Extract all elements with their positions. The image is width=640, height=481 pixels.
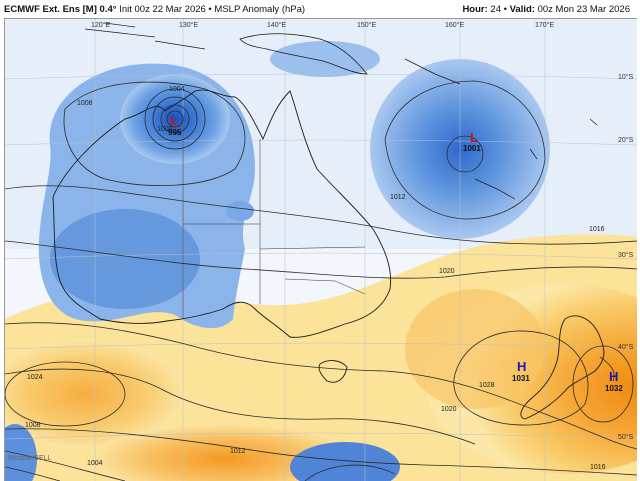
valid-value: 00z Mon 23 Mar 2026 (537, 4, 630, 15)
latitude-labels: 10°S 20°S 30°S 40°S 50°S (618, 73, 634, 441)
low-center-letter: L (470, 130, 478, 145)
weatherbell-logo: WeatherBELL (8, 455, 52, 462)
isobar-label: 1004 (87, 460, 103, 467)
southern-low-anomaly (290, 442, 400, 481)
valid-label: Valid: (509, 4, 535, 15)
isobar-label: 1020 (439, 268, 455, 275)
lon-label: 160°E (445, 21, 464, 29)
tasman-high-anomaly (405, 289, 545, 409)
lat-label: 30°S (618, 251, 634, 259)
lon-label: 130°E (179, 21, 198, 29)
chatham-outline (599, 356, 615, 382)
map-header: ECMWF Ext. Ens [M] 0.4° Init 00z 22 Mar … (0, 0, 640, 18)
isobar-label: 1020 (441, 406, 457, 413)
init-time: Init 00z 22 Mar 2026 (119, 4, 206, 15)
product-name: MSLP Anomaly (hPa) (214, 4, 306, 15)
pacific-islands (404, 58, 598, 200)
isobar-label: 1000 (157, 126, 173, 133)
low-center-letter: L (170, 113, 178, 128)
isobar-label: 1008 (25, 422, 41, 429)
australia-coastline (52, 89, 392, 338)
model-resolution: 0.4° (99, 4, 117, 15)
isobar-label: 1008 (77, 100, 93, 107)
longitude-labels: 120°E 130°E 140°E 150°E 160°E 170°E (91, 21, 554, 29)
isobar-label: 1024 (27, 374, 43, 381)
high-center-letter: H (517, 359, 526, 374)
isobars (5, 80, 637, 481)
isobar-label: 1012 (230, 448, 246, 455)
lon-label: 140°E (267, 21, 286, 29)
lat-label: 20°S (618, 136, 634, 144)
isobar-label: 1004 (169, 86, 185, 93)
lat-label: 10°S (618, 73, 634, 81)
new-zealand-coastline (520, 315, 605, 420)
lon-label: 120°E (91, 21, 110, 29)
map-panel: 120°E 130°E 140°E 150°E 160°E 170°E 10°S… (4, 18, 637, 481)
state-borders (182, 119, 366, 319)
high-center-letter: H (609, 369, 618, 384)
isobar-label: 1016 (590, 464, 606, 471)
lat-label: 40°S (618, 343, 634, 351)
inland-low-anomaly (226, 201, 254, 221)
hour-value: 24 (490, 4, 501, 15)
isobar-label: 1016 (589, 226, 605, 233)
lat-label: 50°S (618, 433, 634, 441)
header-valid: Hour: 24 • Valid: 00z Mon 23 Mar 2026 (462, 4, 630, 15)
hour-label: Hour: (462, 4, 488, 15)
indonesia-coastline (84, 22, 206, 50)
png-low-anomaly (270, 41, 380, 77)
pressure-centers: L 995 L 1001 H 1031 H 1032 (168, 113, 623, 393)
lon-label: 150°E (357, 21, 376, 29)
lon-label: 170°E (535, 21, 554, 29)
isobar-label: 1012 (390, 194, 406, 201)
isobar-label: 1028 (479, 382, 495, 389)
high-center-value: 1032 (605, 384, 623, 393)
low-center-value: 1001 (463, 144, 481, 153)
low-center-value: 995 (168, 128, 182, 137)
mslp-anomaly-map: 120°E 130°E 140°E 150°E 160°E 170°E 10°S… (5, 19, 637, 481)
isobar-labels: 1004 1008 1000 1012 1016 1020 1024 1028 … (25, 86, 606, 471)
new-guinea-coastline (239, 33, 368, 75)
wa-low-anomaly-inner (50, 209, 200, 309)
south-high-anomaly (95, 424, 355, 481)
header-title: ECMWF Ext. Ens [M] 0.4° Init 00z 22 Mar … (4, 4, 306, 15)
high-center-value: 1031 (512, 374, 530, 383)
tasmania-coastline (318, 360, 348, 383)
model-name: ECMWF Ext. Ens [M] (4, 4, 97, 15)
